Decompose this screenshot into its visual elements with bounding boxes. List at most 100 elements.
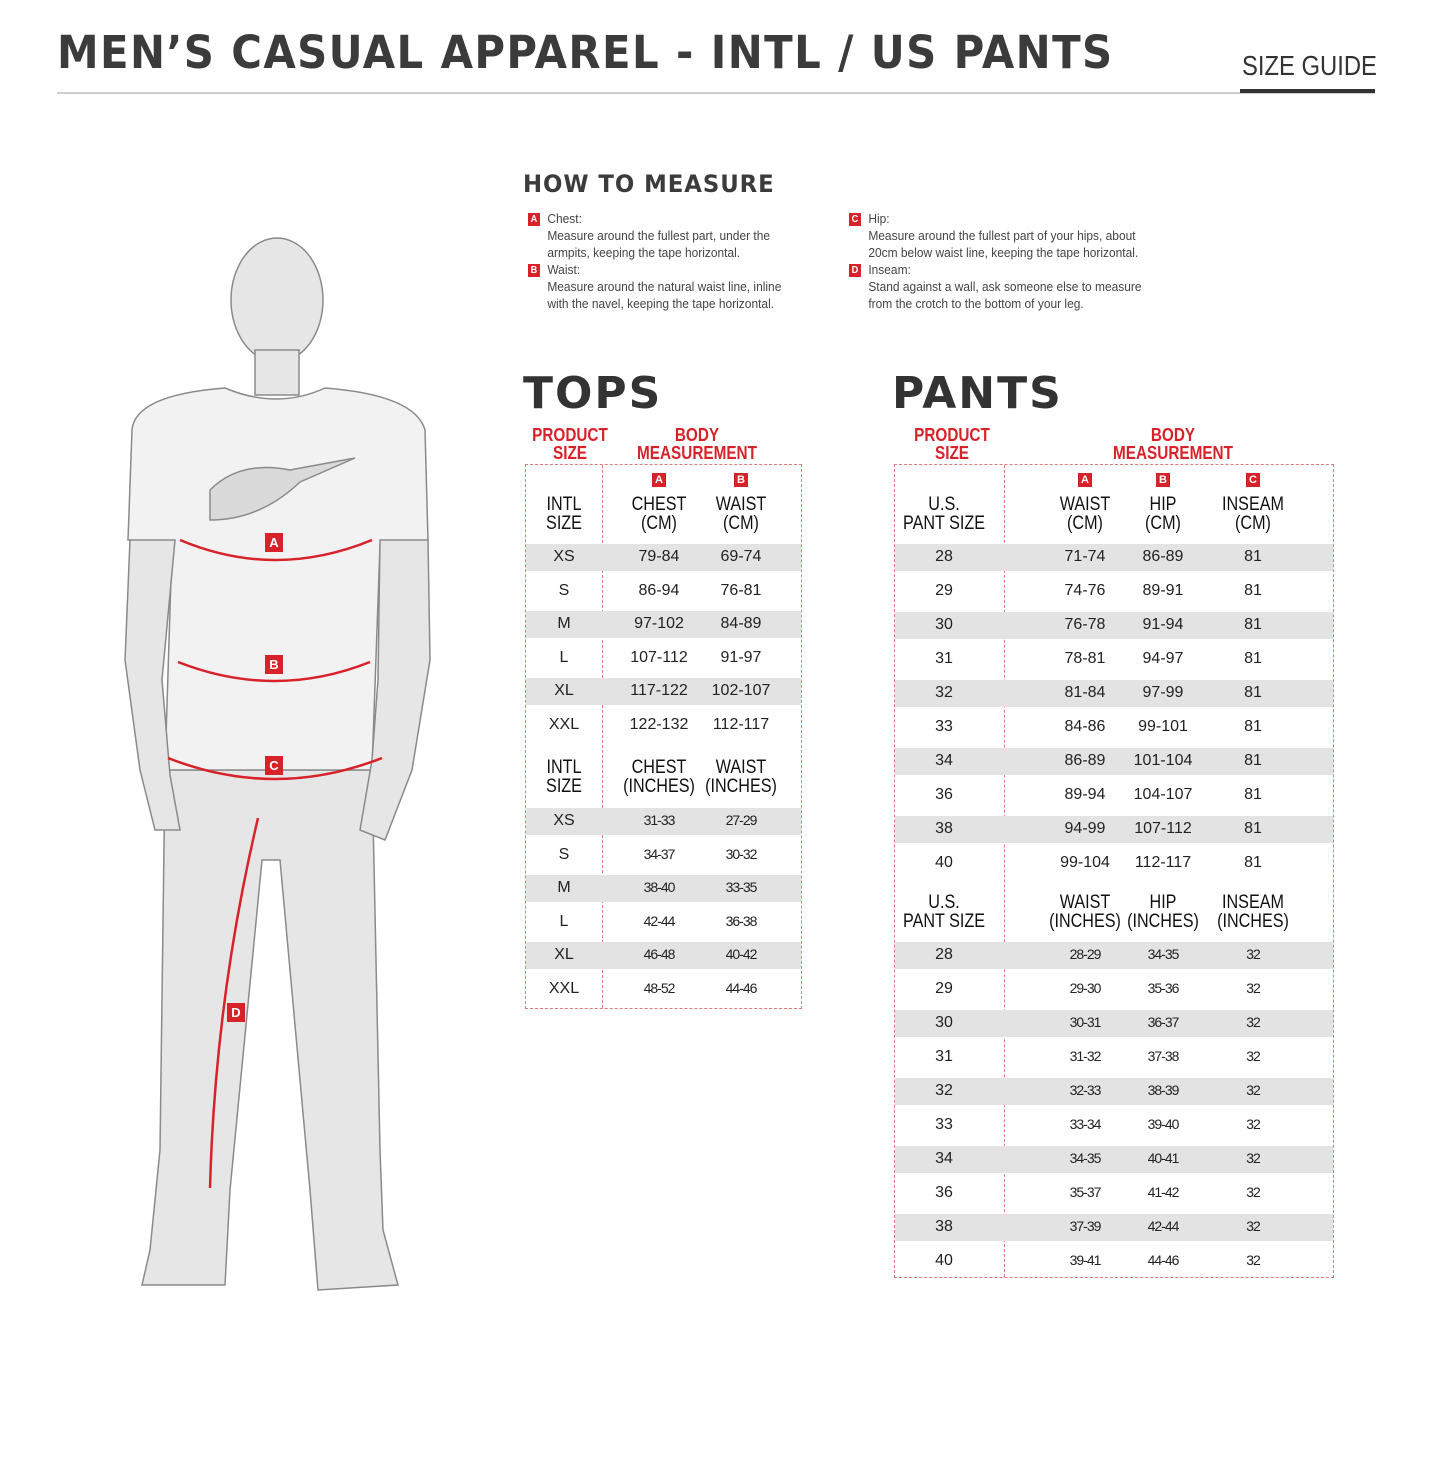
product-size-header: SIZE [552, 443, 587, 463]
pants-table-row: 32 32-33 38-39 32 [895, 1078, 1333, 1105]
tops-column-header: INTL [546, 494, 582, 515]
pants-table-cell: 81 [1244, 786, 1262, 803]
tops-table-cell: M [557, 615, 571, 633]
measure-label: Inseam: [868, 262, 911, 277]
pants-table-cell: 28-29 [1069, 946, 1102, 962]
tops-table-cell: XXL [548, 716, 580, 733]
pants-table-cell: 35-36 [1147, 980, 1180, 996]
pants-table-row: 30 76-78 91-94 81 [895, 612, 1333, 639]
pants-table-cell: 74-76 [1064, 582, 1106, 599]
pants-column-header: (CM) [1067, 513, 1103, 534]
tops-table-cell: XS [553, 548, 575, 565]
measure-item-a: A Chest: Measure around the fullest part, … [528, 210, 770, 261]
measure-letter-badge: C [849, 213, 861, 226]
pants-column-letter: C [1246, 473, 1260, 487]
measure-description: armpits, keeping the tape horizontal. [547, 245, 741, 260]
pants-table-cell: 104-107 [1133, 786, 1193, 803]
pants-table-row: 38 94-99 107-112 81 [895, 816, 1333, 843]
product-size-header: PRODUCT [532, 425, 608, 445]
pants-table-row: 40 99-104 112-117 81 [895, 850, 1333, 877]
tops-column-header: SIZE [546, 776, 582, 797]
pants-table-cell: 97-99 [1142, 684, 1184, 701]
measure-label: Chest: [547, 211, 582, 226]
tops-table-cell: L [559, 648, 569, 666]
tops-table-cell: S [558, 581, 570, 599]
pants-column-header: PANT SIZE [903, 513, 985, 534]
pants-table-cell: 89-91 [1142, 582, 1184, 599]
body-measurement-header: MEASUREMENT [1113, 443, 1233, 463]
pants-table-cell: 29 [935, 980, 953, 997]
pants-column-letter: B [1156, 473, 1170, 487]
tops-column-header: WAIST [715, 494, 767, 515]
pants-table-row: 28 28-29 34-35 32 [895, 942, 1333, 969]
pants-table-cell: 94-97 [1142, 650, 1184, 667]
pants-table-cell: 81 [1244, 548, 1262, 565]
tops-column-header: CHEST [631, 757, 687, 778]
column-divider [602, 465, 603, 1008]
pants-column-header: U.S. [928, 892, 960, 913]
tops-table-row: L 107-112 91-97 [526, 645, 801, 672]
pants-table-cell: 38 [935, 820, 953, 837]
measure-letter-badge: B [528, 264, 540, 277]
size-guide-label: SIZE GUIDE [1242, 50, 1377, 81]
tops-table-cell: 48-52 [643, 980, 676, 996]
tops-column-header: (INCHES) [623, 776, 695, 797]
tops-column-header: (CM) [723, 513, 759, 534]
pants-table-cell: 89-94 [1064, 786, 1106, 803]
pants-table-cell: 35-37 [1069, 1184, 1102, 1200]
pants-table-cell: 36-37 [1147, 1014, 1180, 1030]
tops-table-cell: XS [553, 812, 575, 829]
tops-table-cell: 97-102 [634, 615, 684, 633]
tops-table-row: S 86-94 76-81 [526, 578, 801, 605]
pants-table-cell: 37-39 [1069, 1218, 1102, 1234]
pants-table-cell: 78-81 [1064, 650, 1106, 667]
pants-table-cell: 34-35 [1069, 1150, 1102, 1166]
pants-table-row: 34 86-89 101-104 81 [895, 748, 1333, 775]
body-measurement-header: MEASUREMENT [637, 443, 757, 463]
tops-table-cell: 122-132 [629, 716, 689, 733]
product-size-header: PRODUCT [914, 425, 990, 445]
pants-table-row: 33 84-86 99-101 81 [895, 714, 1333, 741]
measurement-arrows [167, 538, 383, 1189]
pants-table-cell: 91-94 [1142, 616, 1184, 633]
tops-table-row: XS 79-84 69-74 [526, 544, 801, 571]
pants-table-cell: 81-84 [1064, 684, 1106, 701]
tops-table-cell: 40-42 [725, 946, 758, 963]
measure-item-b: B Waist: Measure around the natural waist … [528, 261, 781, 312]
pants-table-cell: 32 [1246, 1218, 1261, 1234]
pants-table-cell: 38-39 [1147, 1082, 1180, 1098]
how-to-measure-title: HOW TO MEASURE [523, 170, 775, 198]
pants-column-header: WAIST [1059, 494, 1111, 515]
tops-table-cell: 91-97 [720, 648, 762, 666]
tops-table-cell: 46-48 [643, 946, 676, 963]
pants-table-cell: 34-35 [1147, 946, 1180, 962]
pants-table-row: 31 31-32 37-38 32 [895, 1044, 1333, 1071]
tops-table-row: M 38-40 33-35 [526, 875, 801, 903]
pants-table-row: 33 33-34 39-40 32 [895, 1112, 1333, 1139]
tops-column-header: WAIST [715, 757, 767, 778]
pants-table-cell: 38 [935, 1218, 953, 1235]
pants-table-cell: 81 [1244, 718, 1262, 735]
pants-table-cell: 32 [1246, 980, 1261, 996]
column-divider [1004, 465, 1005, 1277]
pants-table-row: 34 34-35 40-41 32 [895, 1146, 1333, 1173]
measure-label: Hip: [868, 211, 890, 226]
tops-table-row: XL 46-48 40-42 [526, 942, 801, 970]
pants-column-header: HIP [1149, 494, 1177, 515]
pants-table-cell: 99-104 [1060, 854, 1110, 871]
pants-table-cell: 81 [1244, 854, 1262, 871]
tops-table-cell: XL [554, 682, 574, 700]
pants-table-cell: 40 [935, 1252, 953, 1269]
pants-table-row: 29 74-76 89-91 81 [895, 578, 1333, 605]
pants-table-cell: 86-89 [1142, 548, 1184, 565]
tops-table-cell: 102-107 [711, 682, 771, 700]
pants-table-cell: 33-34 [1069, 1116, 1102, 1132]
pants-table-cell: 29-30 [1069, 980, 1102, 996]
pants-table-cell: 36 [935, 786, 953, 803]
pants-table-cell: 34 [935, 1150, 953, 1167]
tops-table-cell: 69-74 [720, 548, 762, 565]
pants-table: A B C U.S. PANT SIZE WAIST (CM) HIP (CM) INSEAM (C… [894, 464, 1334, 1278]
pants-column-header: WAIST [1059, 892, 1111, 913]
pants-table-row: 32 81-84 97-99 81 [895, 680, 1333, 707]
title-divider [57, 92, 1375, 94]
